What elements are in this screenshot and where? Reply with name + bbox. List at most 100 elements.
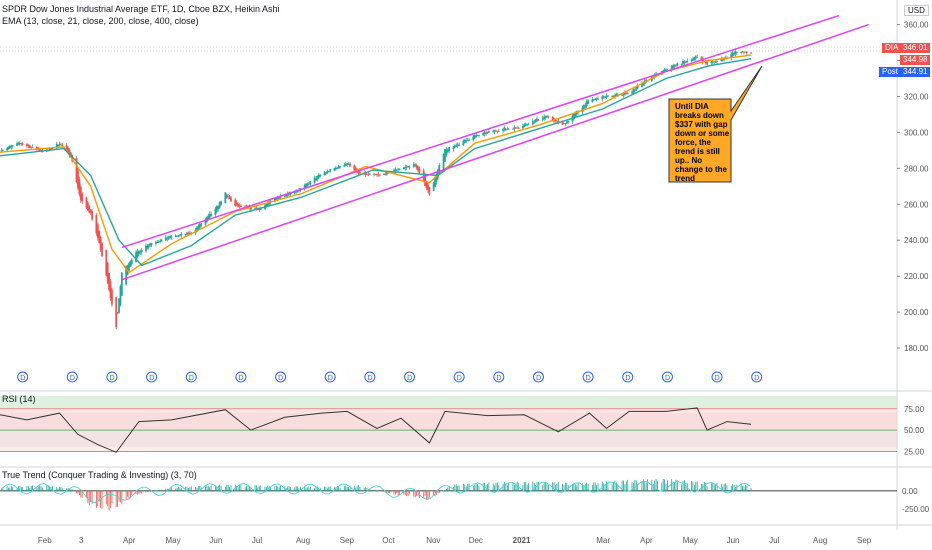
candle-body[interactable] [665, 69, 667, 71]
candle-body[interactable] [374, 173, 377, 175]
lower-channel-line[interactable] [121, 23, 869, 281]
candle-body[interactable] [444, 149, 446, 162]
candle-body[interactable] [249, 207, 252, 210]
candle-body[interactable] [503, 128, 506, 131]
candle-body[interactable] [125, 265, 128, 285]
dividend-marker-icon[interactable] [66, 371, 78, 383]
candle-body[interactable] [694, 56, 697, 59]
candle-body[interactable] [31, 146, 34, 148]
candle-body[interactable] [98, 231, 101, 243]
candle-body[interactable] [228, 196, 231, 199]
candle-body[interactable] [18, 142, 21, 144]
candle-body[interactable] [60, 144, 62, 146]
candle-body[interactable] [6, 148, 8, 151]
candle-body[interactable] [323, 172, 326, 176]
candle-body[interactable] [547, 116, 550, 118]
candle-body[interactable] [541, 118, 544, 120]
candle-body[interactable] [424, 175, 427, 187]
candle-body[interactable] [680, 63, 683, 65]
candle-body[interactable] [129, 261, 132, 267]
candle-body[interactable] [315, 178, 317, 181]
candle-body[interactable] [184, 234, 187, 236]
candle-body[interactable] [17, 142, 20, 145]
candle-body[interactable] [521, 126, 524, 129]
candle-body[interactable] [740, 52, 743, 53]
candle-body[interactable] [10, 145, 13, 148]
candle-body[interactable] [633, 89, 636, 91]
candle-body[interactable] [105, 249, 108, 276]
candle-body[interactable] [595, 98, 598, 100]
candle-body[interactable] [537, 119, 540, 121]
candle-body[interactable] [238, 205, 241, 207]
candle-body[interactable] [101, 243, 103, 257]
candle-body[interactable] [506, 128, 509, 130]
candle-body[interactable] [417, 166, 419, 171]
candle-body[interactable] [475, 134, 478, 137]
rsi-line[interactable] [0, 407, 752, 453]
candle-body[interactable] [288, 194, 290, 195]
candle-body[interactable] [422, 170, 425, 181]
candle-body[interactable] [140, 250, 143, 253]
candle-body[interactable] [78, 179, 81, 195]
candle-body[interactable] [65, 145, 68, 151]
candle-body[interactable] [214, 208, 217, 215]
candle-body[interactable] [573, 113, 575, 119]
candle-body[interactable] [278, 196, 281, 199]
candle-body[interactable] [710, 62, 713, 64]
candle-body[interactable] [343, 165, 346, 167]
candle-body[interactable] [337, 165, 340, 169]
candle-body[interactable] [601, 96, 604, 100]
candle-body[interactable] [543, 116, 546, 119]
candle-body[interactable] [240, 205, 242, 207]
candle-body[interactable] [527, 124, 530, 126]
candle-body[interactable] [744, 51, 747, 53]
true-trend-signal-line[interactable] [1, 480, 750, 503]
candle-body[interactable] [167, 237, 170, 239]
candle-body[interactable] [533, 121, 536, 123]
symbol-title-legend[interactable]: SPDR Dow Jones Industrial Average ETF, 1… [2, 4, 280, 14]
candle-body[interactable] [115, 297, 118, 328]
candle-body[interactable] [492, 131, 495, 132]
candle-body[interactable] [96, 224, 99, 238]
candle-body[interactable] [50, 148, 52, 150]
candle-body[interactable] [497, 131, 500, 132]
candle-body[interactable] [303, 185, 306, 190]
candle-body[interactable] [397, 169, 400, 171]
candle-body[interactable] [179, 234, 181, 236]
candle-body[interactable] [432, 182, 435, 191]
candle-body[interactable] [567, 120, 570, 123]
candle-body[interactable] [670, 66, 673, 70]
candle-body[interactable] [624, 92, 626, 95]
candle-body[interactable] [68, 149, 71, 156]
candle-body[interactable] [445, 149, 448, 156]
candle-body[interactable] [227, 196, 230, 197]
ema-legend[interactable]: EMA (13, close, 21, close, 200, close, 4… [2, 16, 199, 26]
ema-line-ema-13[interactable] [0, 54, 752, 274]
candle-body[interactable] [408, 166, 411, 168]
candle-body[interactable] [196, 227, 198, 232]
candle-body[interactable] [713, 61, 716, 63]
candle-body[interactable] [442, 153, 445, 170]
candle-body[interactable] [561, 122, 564, 125]
candle-body[interactable] [693, 57, 696, 60]
candle-body[interactable] [385, 171, 388, 175]
dividend-marker-icon[interactable] [235, 371, 247, 383]
candle-body[interactable] [700, 57, 703, 61]
candle-body[interactable] [574, 112, 577, 117]
candle-body[interactable] [111, 289, 113, 305]
candle-body[interactable] [234, 199, 237, 206]
candle-body[interactable] [327, 171, 330, 173]
candle-body[interactable] [48, 147, 51, 151]
candle-body[interactable] [453, 145, 456, 148]
candle-body[interactable] [259, 209, 262, 210]
annotation-callout[interactable] [668, 65, 763, 183]
dividend-marker-icon[interactable] [711, 371, 723, 383]
candle-body[interactable] [666, 69, 669, 71]
candle-body[interactable] [61, 144, 64, 147]
candle-body[interactable] [523, 124, 526, 128]
candle-body[interactable] [663, 69, 666, 72]
candle-body[interactable] [468, 139, 470, 141]
candle-body[interactable] [438, 165, 441, 175]
candle-body[interactable] [88, 206, 91, 213]
candle-body[interactable] [536, 118, 538, 121]
